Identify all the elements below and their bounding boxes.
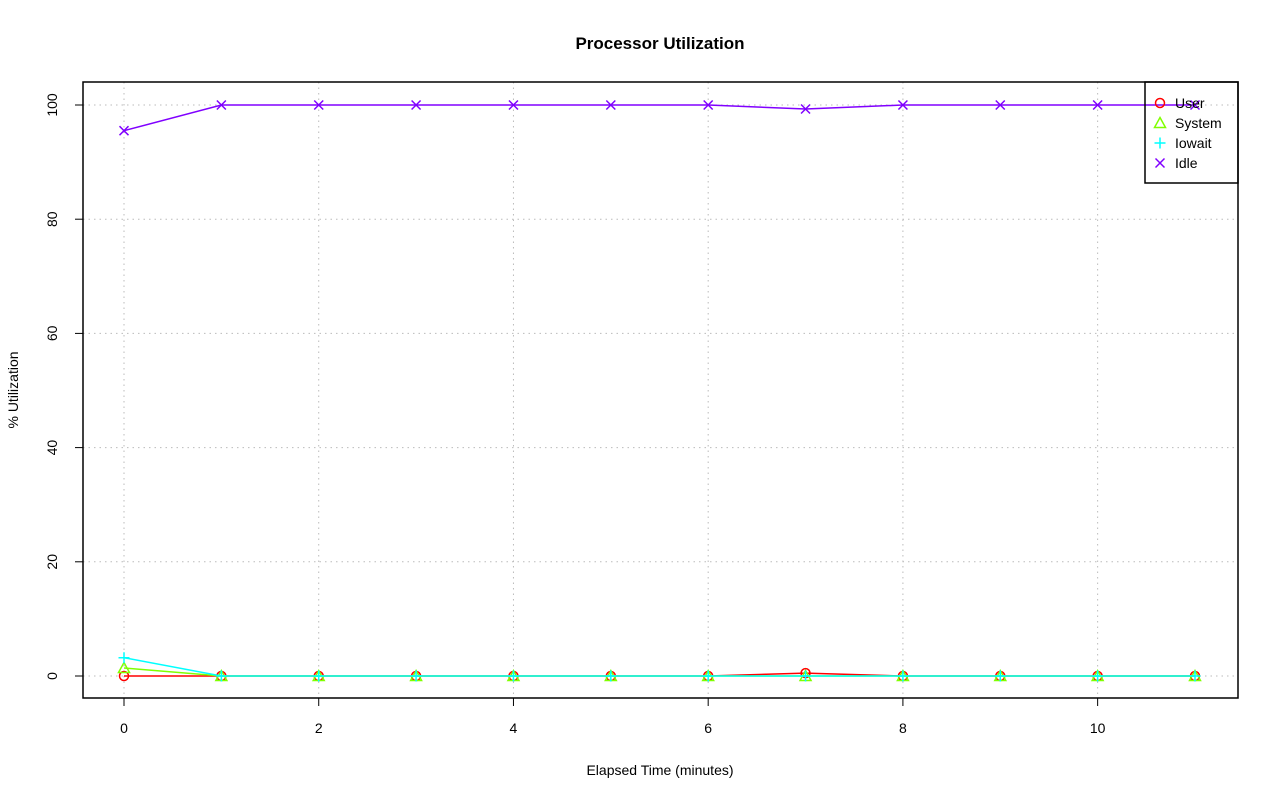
- legend-marker-system: [1153, 115, 1167, 129]
- data-point: [313, 99, 324, 111]
- data-point: [1092, 99, 1103, 111]
- data-point: [410, 670, 422, 682]
- legend-label: Iowait: [1175, 135, 1212, 151]
- x-tick-label: 6: [704, 720, 712, 736]
- x-axis-label: Elapsed Time (minutes): [586, 762, 733, 778]
- data-point: [411, 99, 422, 111]
- data-point: [507, 670, 519, 682]
- series-group: [117, 99, 1202, 682]
- y-tick-label: 0: [44, 672, 60, 680]
- grid: [83, 82, 1238, 698]
- data-point: [897, 99, 908, 111]
- x-tick-label: 0: [120, 720, 128, 736]
- y-axis-label: % Utilization: [5, 351, 21, 428]
- data-point: [994, 670, 1006, 682]
- data-point: [118, 125, 130, 136]
- legend-marker-user: [1154, 97, 1166, 109]
- data-point: [215, 670, 227, 682]
- data-point: [605, 670, 617, 682]
- x-tick-label: 4: [510, 720, 518, 736]
- data-point: [118, 670, 130, 682]
- data-point: [216, 99, 227, 111]
- series-system: [117, 660, 1202, 682]
- x-tick-label: 10: [1090, 720, 1106, 736]
- series-line: [123, 656, 1195, 677]
- data-point: [1189, 99, 1201, 111]
- data-point: [508, 99, 519, 111]
- y-tick-label: 40: [44, 440, 60, 456]
- data-point: [313, 670, 325, 682]
- series-user: [118, 667, 1201, 682]
- x-tick-label: 8: [899, 720, 907, 736]
- x-tick-label: 2: [315, 720, 323, 736]
- data-point: [897, 670, 909, 682]
- y-tick-label: 20: [44, 554, 60, 570]
- y-tick-label: 60: [44, 325, 60, 341]
- data-point: [605, 99, 616, 111]
- legend-marker-idle: [1154, 157, 1166, 169]
- legend-marker-iowait: [1154, 137, 1166, 149]
- data-point: [1189, 670, 1201, 682]
- data-point: [1092, 670, 1104, 682]
- legend-label: System: [1175, 115, 1222, 131]
- series-line: [123, 104, 1195, 132]
- legend-label: User: [1175, 95, 1205, 111]
- legend-label: Idle: [1175, 155, 1198, 171]
- data-point: [800, 670, 812, 682]
- series-iowait: [118, 652, 1201, 682]
- chart-title: Processor Utilization: [575, 34, 744, 53]
- series-line: [123, 667, 1195, 677]
- data-point: [800, 103, 811, 115]
- data-point: [118, 652, 130, 664]
- y-tick-label: 100: [44, 93, 60, 117]
- data-point: [703, 99, 714, 111]
- data-point: [995, 99, 1006, 111]
- legend: User System Iowait Idle: [1144, 81, 1239, 184]
- y-tick-label: 80: [44, 211, 60, 227]
- data-point: [702, 670, 714, 682]
- legend-box: [1144, 81, 1239, 184]
- data-point: [117, 660, 131, 674]
- series-idle: [118, 99, 1201, 136]
- plot-border: [82, 81, 1239, 699]
